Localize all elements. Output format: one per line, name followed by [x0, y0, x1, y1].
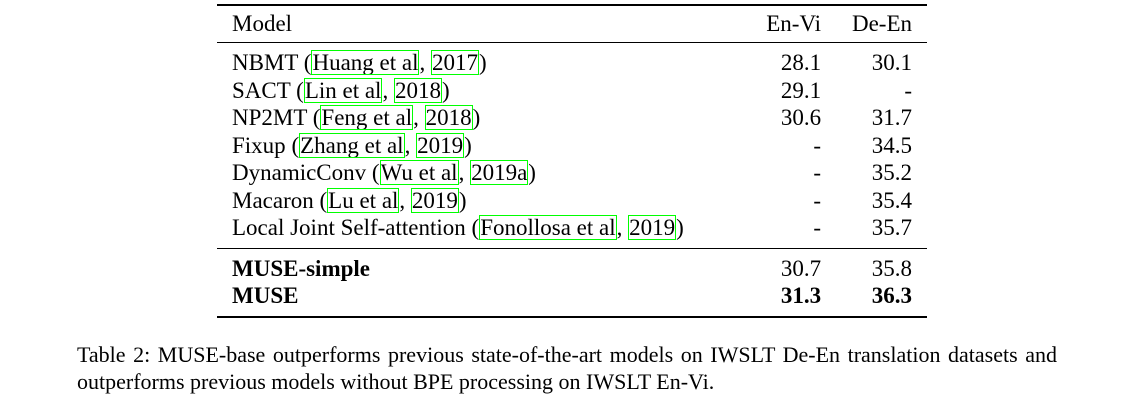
citation-author-link[interactable]: Zhang et al — [299, 132, 405, 158]
model-cell: Local Joint Self-attention (Fonollosa et… — [232, 215, 684, 240]
table-row: Fixup (Zhang et al, 2019) - 34.5 — [217, 132, 927, 160]
citation-author-link[interactable]: Lin et al — [303, 77, 383, 103]
model-cell: Fixup (Zhang et al, 2019) — [232, 132, 472, 158]
model-name: NBMT — [232, 50, 299, 75]
model-cell: DynamicConv (Wu et al, 2019a) — [232, 160, 536, 185]
citation-author-link[interactable]: Lu et al — [327, 187, 400, 213]
en-vi-score: - — [813, 132, 822, 158]
en-vi-score: - — [813, 187, 822, 213]
table-header-row: Model En-Vi De-En — [217, 5, 927, 43]
table-caption: Table 2: MUSE-base outperforms previous … — [77, 342, 1057, 394]
citation-year-link[interactable]: 2019a — [470, 160, 529, 185]
citation-year-link[interactable]: 2017 — [430, 50, 479, 75]
citation-author-link[interactable]: Huang et al — [311, 50, 420, 75]
table-row: SACT (Lin et al, 2018) 29.1 - — [217, 77, 927, 105]
de-en-score: 35.2 — [871, 160, 912, 185]
model-name: Local Joint Self-attention — [232, 215, 466, 240]
table-row: MUSE-simple 30.7 35.8 — [217, 247, 927, 282]
model-cell: NBMT (Huang et al, 2017) — [232, 50, 487, 75]
citation-year-link[interactable]: 2018 — [393, 77, 442, 103]
results-table: Model En-Vi De-En NBMT (Huang et al, 201… — [217, 4, 927, 318]
baseline-rows: NBMT (Huang et al, 2017) 28.1 30.1 SACT (Li… — [217, 43, 927, 249]
proposed-rows: MUSE-simple 30.7 35.8 MUSE 31.3 36.3 — [217, 247, 927, 318]
model-name: MUSE-simple — [217, 247, 737, 282]
model-name: Macaron — [232, 187, 314, 213]
citation-author-link[interactable]: Fonollosa et al — [479, 215, 617, 240]
de-en-score: - — [904, 77, 912, 103]
de-en-score: 34.5 — [871, 132, 912, 158]
citation-year-link[interactable]: 2019 — [410, 187, 459, 213]
header-model: Model — [232, 11, 293, 37]
header-en-vi: En-Vi — [766, 11, 822, 37]
citation-year-link[interactable]: 2018 — [424, 105, 473, 130]
de-en-score: 35.7 — [871, 215, 912, 240]
de-en-score: 31.7 — [871, 105, 912, 130]
en-vi-score: 30.6 — [780, 105, 822, 130]
model-name: SACT — [232, 77, 291, 103]
de-en-score: 35.4 — [871, 187, 912, 213]
model-name: MUSE — [217, 282, 737, 318]
model-cell: SACT (Lin et al, 2018) — [232, 77, 450, 103]
table-row: NBMT (Huang et al, 2017) 28.1 30.1 — [217, 43, 927, 77]
model-name: DynamicConv — [232, 160, 367, 185]
en-vi-score: 30.7 — [736, 247, 822, 282]
table-row: Local Joint Self-attention (Fonollosa et… — [217, 214, 927, 248]
de-en-score: 35.8 — [821, 247, 927, 282]
en-vi-score: - — [813, 160, 822, 185]
citation-year-link[interactable]: 2019 — [628, 215, 677, 240]
en-vi-score: 29.1 — [780, 77, 822, 103]
model-cell: Macaron (Lu et al, 2019) — [232, 187, 467, 213]
en-vi-score: 28.1 — [780, 50, 822, 75]
citation-author-link[interactable]: Feng et al — [320, 105, 414, 130]
table-row: DynamicConv (Wu et al, 2019a) - 35.2 — [217, 159, 927, 187]
en-vi-score: 31.3 — [736, 282, 822, 318]
model-name: Fixup — [232, 132, 286, 158]
model-cell: NP2MT (Feng et al, 2018) — [232, 105, 481, 130]
model-name: NP2MT — [232, 105, 307, 130]
citation-year-link[interactable]: 2019 — [416, 132, 465, 158]
table-row: NP2MT (Feng et al, 2018) 30.6 31.7 — [217, 104, 927, 132]
de-en-score: 36.3 — [821, 282, 927, 318]
en-vi-score: - — [813, 215, 822, 240]
table-row: MUSE 31.3 36.3 — [217, 282, 927, 318]
header-de-en: De-En — [851, 11, 912, 37]
de-en-score: 30.1 — [871, 50, 912, 75]
citation-author-link[interactable]: Wu et al — [379, 160, 459, 185]
table-row: Macaron (Lu et al, 2019) - 35.4 — [217, 187, 927, 215]
